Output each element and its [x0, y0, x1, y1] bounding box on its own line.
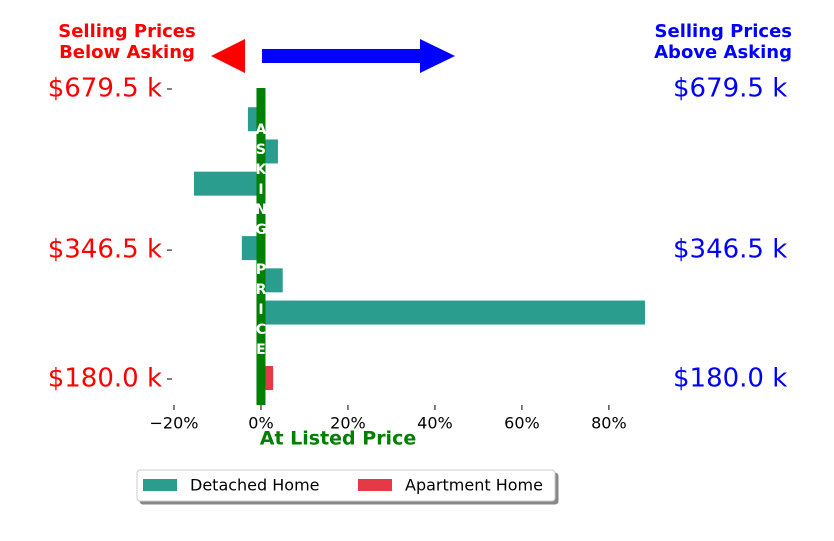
annotation: Selling Prices Above Asking: [654, 21, 792, 63]
legend-label: Detached Home: [190, 476, 320, 495]
x-tick-label: 20%: [330, 414, 366, 433]
asking-price-label: ASKING PRICE: [253, 122, 269, 362]
x-tick-label: 0%: [248, 414, 273, 433]
right-arrow: [262, 39, 455, 73]
asking-price-line: [256, 88, 266, 405]
x-tick-label: 40%: [417, 414, 453, 433]
bar: [260, 268, 283, 293]
y-tick-label-right: $679.5 k: [673, 74, 787, 104]
x-axis-label: At Listed Price: [260, 428, 416, 450]
x-tick-label: −20%: [150, 414, 199, 433]
bar: [260, 300, 645, 325]
y-tick-label: $679.5 k: [48, 74, 162, 104]
legend-box: [136, 469, 556, 502]
y-tick-label-right: $346.5 k: [673, 235, 787, 265]
annotation: Selling Prices Below Asking: [58, 21, 195, 63]
y-tick-label: $346.5 k: [48, 235, 162, 265]
x-tick-label: 80%: [591, 414, 627, 433]
legend-label: Apartment Home: [405, 476, 543, 495]
legend-swatch: [143, 479, 177, 491]
y-tick-label: $180.0 k: [48, 364, 162, 394]
legend-swatch: [358, 479, 392, 491]
y-tick-label-right: $180.0 k: [673, 364, 787, 394]
bar: [241, 236, 261, 261]
left-arrow: [211, 39, 245, 73]
x-tick-label: 60%: [504, 414, 540, 433]
bar: [194, 171, 261, 196]
